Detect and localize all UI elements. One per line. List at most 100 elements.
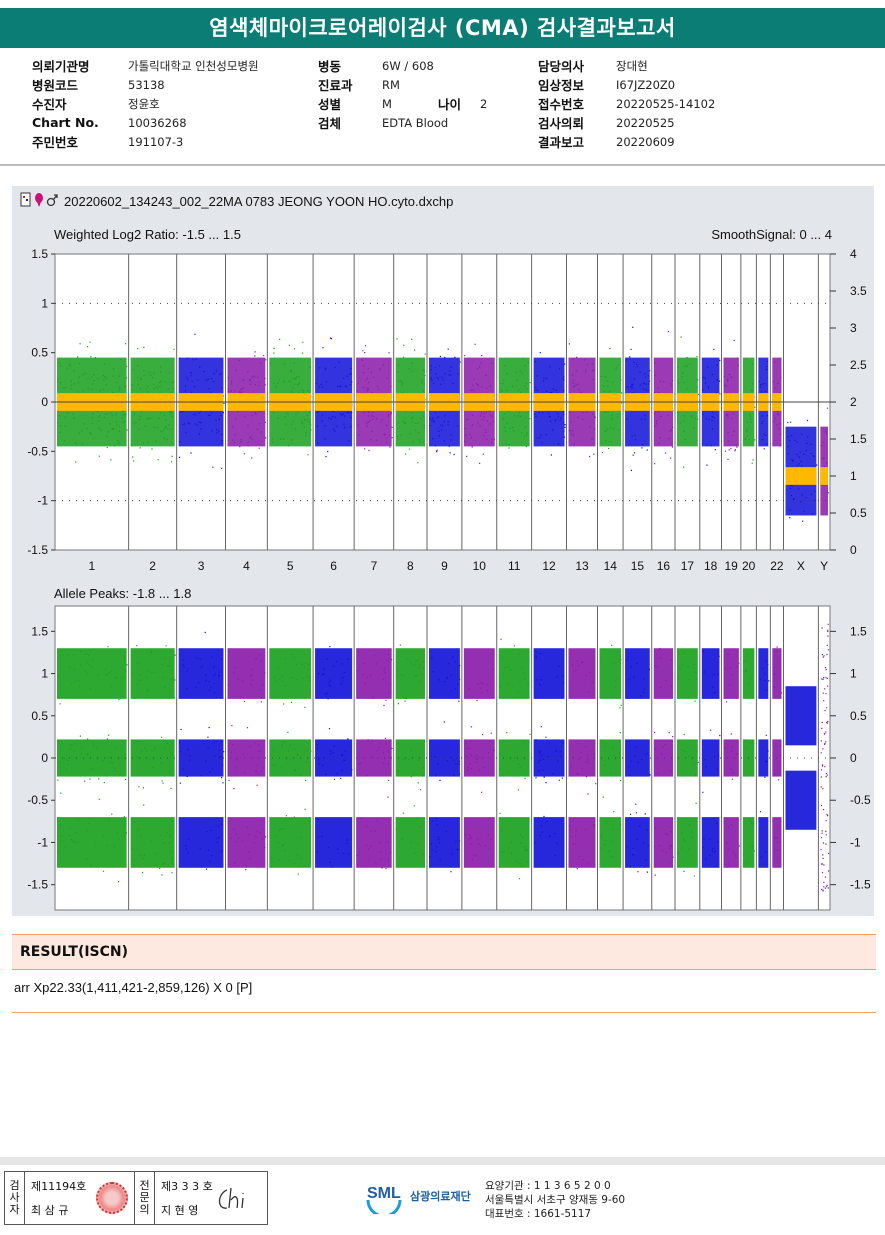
allele-points-5: [271, 654, 312, 875]
bottom-panel-label: Allele Peaks: -1.8 ... 1.8: [54, 586, 191, 601]
role-char: 의: [139, 1203, 150, 1216]
smooth-signal-X: [785, 467, 817, 485]
cma-plot: Weighted Log2 Ratio: -1.5 ... 1.5 SmoothS…: [27, 227, 871, 911]
allele-band-17: [677, 739, 698, 777]
allele-band-6: [315, 648, 353, 699]
signature-box: 검 사 자 제11194호 최 삼 규 전 문 의 제3 3 3 호 지 현 영: [4, 1171, 268, 1225]
patient-info-col3: 담당의사 장대현 임상정보 I67JZ20Z0 접수번호 20220525-14102…: [538, 56, 715, 151]
signer-1: 제11194호 최 삼 규: [25, 1172, 135, 1224]
role-char: 자: [9, 1203, 20, 1216]
allele-band-2: [130, 739, 175, 777]
x-tick-label: 20: [742, 559, 756, 573]
x-tick-label: 22: [770, 559, 784, 573]
allele-band-14: [599, 648, 622, 699]
allele-band-5: [269, 817, 312, 868]
allele-band-7: [356, 817, 392, 868]
y-tick-label: 1.5: [31, 247, 48, 261]
field-value: 20220609: [616, 134, 675, 149]
ratio-points-21: [758, 361, 768, 450]
top-panel-right-label: SmoothSignal: 0 ... 4: [711, 227, 832, 242]
field-value: I67JZ20Z0: [616, 77, 676, 92]
x-tick-label: X: [797, 559, 805, 573]
allele-band-1: [57, 648, 127, 699]
male-icon: [46, 192, 58, 211]
y2-tick-label: 1.5: [850, 624, 867, 638]
y2-tick-label: -0.5: [850, 793, 871, 807]
signer-name: 지 현 영: [161, 1204, 199, 1217]
allele-band-14: [599, 817, 622, 868]
role-char: 문: [139, 1191, 150, 1204]
allele-band-4: [227, 648, 266, 699]
allele-band-13: [568, 817, 596, 868]
logo-mark: SML: [367, 1185, 401, 1202]
report-title: 염색체마이크로어레이검사 (CMA) 검사결과보고서: [0, 8, 885, 48]
allele-band-22: [772, 648, 782, 699]
allele-band-5: [269, 648, 312, 699]
x-tick-label: 13: [575, 559, 589, 573]
field-label: 병원코드: [32, 78, 79, 93]
seal-stamp-icon: [96, 1182, 128, 1214]
x-tick-label: 14: [604, 559, 618, 573]
y2-tick-label: 3.5: [850, 284, 867, 298]
x-tick-label: 17: [681, 559, 695, 573]
field-label: 임상정보: [538, 78, 585, 93]
allele-band-X-upper: [785, 686, 817, 746]
signer-name: 최 삼 규: [31, 1204, 69, 1217]
allele-points-10: [464, 668, 495, 861]
y-tick-label: -1.5: [27, 878, 48, 892]
allele-band-12: [533, 817, 565, 868]
allele-band-18: [701, 817, 720, 868]
result-divider: [12, 1012, 876, 1013]
role-char: 전: [139, 1179, 150, 1192]
license-number: 제3 3 3 호: [161, 1180, 213, 1193]
allele-band-15: [625, 739, 650, 777]
x-tick-label: 18: [704, 559, 718, 573]
y-tick-label: 1: [41, 667, 48, 681]
file-icons: [20, 192, 58, 211]
allele-band-2: [130, 648, 175, 699]
allele-band-10: [463, 817, 495, 868]
y-tick-label: 0: [41, 395, 48, 409]
y2-tick-label: 2: [850, 395, 857, 409]
allele-band-3: [178, 817, 224, 868]
org-code: 요양기관 : 1 1 3 6 5 2 0 0: [485, 1180, 611, 1192]
y2-tick-label: 4: [850, 247, 857, 261]
field-value: 정윤호: [128, 96, 160, 111]
allele-band-22: [772, 817, 782, 868]
allele-band-12: [533, 648, 565, 699]
allele-band-13: [568, 648, 596, 699]
org-info: 요양기관 : 1 1 3 6 5 2 0 0 서울특별시 서초구 양재동 9-6…: [485, 1179, 625, 1221]
org-logo: SML 삼광의료재단: [364, 1178, 471, 1214]
field-value: 6W / 608: [382, 58, 434, 73]
x-tick-label: 5: [287, 559, 294, 573]
allele-band-13: [568, 739, 596, 777]
top-panel-label: Weighted Log2 Ratio: -1.5 ... 1.5: [54, 227, 241, 242]
x-tick-label: 10: [473, 559, 487, 573]
allele-band-6: [315, 817, 353, 868]
field-value: 20220525-14102: [616, 96, 716, 111]
age-value: 2: [480, 96, 488, 111]
allele-band-6: [315, 739, 353, 777]
signature-icon: [218, 1187, 244, 1209]
file-name: 20220602_134243_002_22MA 0783 JEONG YOON…: [64, 194, 454, 209]
signer-role-vertical: 전 문 의: [135, 1172, 155, 1224]
allele-band-4: [227, 739, 266, 777]
sml-logo-icon: SML: [366, 1185, 402, 1214]
field-value: 191107-3: [128, 134, 184, 149]
patient-info-col1: 의뢰기관명 가톨릭대학교 인천성모병원 병원코드 53138 수진자 정윤호 Char…: [32, 56, 259, 151]
result-iscn: arr Xp22.33(1,411,421-2,859,126) X 0 [P]: [14, 980, 253, 995]
x-tick-label: 8: [407, 559, 414, 573]
x-tick-label: 11: [508, 559, 521, 573]
allele-band-1: [57, 739, 127, 777]
field-label: 진료과: [318, 78, 353, 93]
smooth-signal-Y: [820, 467, 828, 485]
allele-band-10: [463, 648, 495, 699]
y2-tick-label: 1.5: [850, 432, 867, 446]
allele-band-21: [758, 817, 769, 868]
signer-2: 제3 3 3 호 지 현 영: [155, 1172, 267, 1224]
allele-band-16: [653, 648, 673, 699]
y-tick-label: -0.5: [27, 444, 48, 458]
allele-points-22: [773, 646, 783, 851]
org-name: 삼광의료재단: [410, 1190, 471, 1203]
cma-plot-panel: Weighted Log2 Ratio: -1.5 ... 1.5 SmoothS…: [12, 186, 874, 916]
